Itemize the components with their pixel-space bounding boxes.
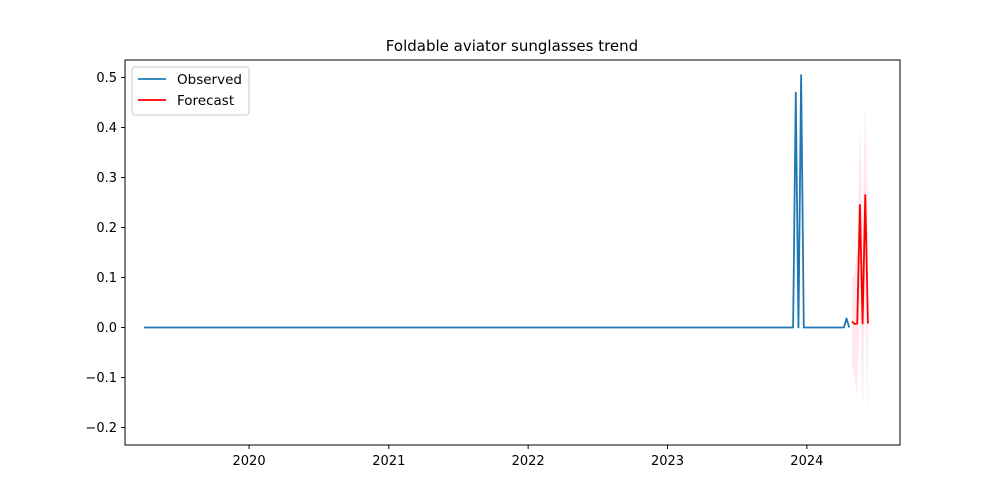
x-tick-label: 2023 xyxy=(651,454,684,469)
x-tick-label: 2020 xyxy=(233,454,266,469)
y-tick-label: 0.4 xyxy=(96,121,117,136)
forecast-confidence-band xyxy=(851,100,868,428)
chart-title: Foldable aviator sunglasses trend xyxy=(386,37,638,55)
series-line-forecast xyxy=(851,194,869,325)
x-tick-label: 2024 xyxy=(790,454,823,469)
x-tick-label: 2021 xyxy=(372,454,405,469)
y-tick-label: 0.5 xyxy=(96,71,117,86)
legend-label-forecast: Forecast xyxy=(177,93,234,109)
x-tick-label: 2022 xyxy=(512,454,545,469)
legend: Observed Forecast xyxy=(131,66,250,116)
x-axis: 2020 2021 2022 2023 2024 xyxy=(233,445,823,469)
y-tick-label: 0.1 xyxy=(96,271,117,286)
y-tick-label: 0.2 xyxy=(96,221,117,236)
series-layer xyxy=(144,74,869,329)
series-line-observed xyxy=(144,74,851,329)
plot-area xyxy=(125,60,900,445)
y-tick-label: 0.0 xyxy=(96,321,117,336)
confidence-band-layer xyxy=(851,100,868,428)
plot-frame xyxy=(124,59,901,446)
legend-label-observed: Observed xyxy=(177,72,242,88)
plot-background xyxy=(125,60,900,445)
y-tick-label: 0.3 xyxy=(96,171,117,186)
y-tick-label: −0.2 xyxy=(85,421,117,436)
y-axis: −0.2 −0.1 0.0 0.1 0.2 0.3 0.4 0.5 xyxy=(85,71,125,436)
y-tick-label: −0.1 xyxy=(85,371,117,386)
